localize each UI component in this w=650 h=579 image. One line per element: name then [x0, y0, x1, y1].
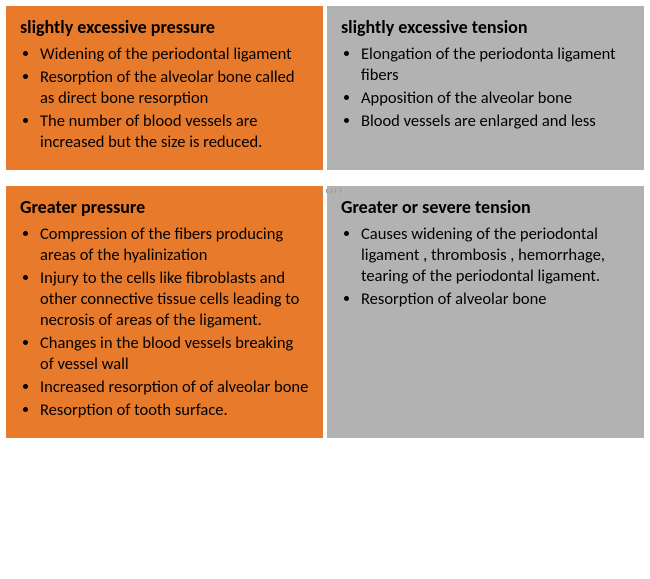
list-item: Apposition of the alveolar bone [361, 88, 630, 109]
list-item: Resorption of tooth surface. [40, 400, 309, 421]
list-item: Resorption of alveolar bone [361, 289, 630, 310]
cell-title: slightly excessive tension [341, 16, 630, 38]
list-item: The number of blood vessels are increase… [40, 111, 309, 153]
cell-top-left: slightly excessive pressure Widening of … [4, 4, 325, 172]
list-item: Resorption of the alveolar bone called a… [40, 67, 309, 109]
cell-title: Greater or severe tension [341, 196, 630, 218]
cell-list: Compression of the fibers producing area… [20, 224, 309, 422]
cell-bottom-right: Greater or severe tension Causes widenin… [325, 184, 646, 440]
cell-title: Greater pressure [20, 196, 309, 218]
resize-handle-icon [317, 188, 341, 194]
cell-list: Causes widening of the periodontal ligam… [341, 224, 630, 310]
list-item: Injury to the cells like fibroblasts and… [40, 268, 309, 331]
cell-top-right: slightly excessive tension Elongation of… [325, 4, 646, 172]
list-item: Widening of the periodontal ligament [40, 44, 309, 65]
list-item: Blood vessels are enlarged and less [361, 111, 630, 132]
list-item: Causes widening of the periodontal ligam… [361, 224, 630, 287]
row-gap [4, 172, 646, 184]
cell-list: Elongation of the periodonta ligament fi… [341, 44, 630, 132]
list-item: Elongation of the periodonta ligament fi… [361, 44, 630, 86]
cell-title: slightly excessive pressure [20, 16, 309, 38]
comparison-grid: slightly excessive pressure Widening of … [4, 4, 646, 440]
cell-bottom-left: Greater pressure Compression of the fibe… [4, 184, 325, 440]
list-item: Increased resorption of of alveolar bone [40, 377, 309, 398]
cell-list: Widening of the periodontal ligament Res… [20, 44, 309, 154]
list-item: Compression of the fibers producing area… [40, 224, 309, 266]
list-item: Changes in the blood vessels breaking of… [40, 333, 309, 375]
